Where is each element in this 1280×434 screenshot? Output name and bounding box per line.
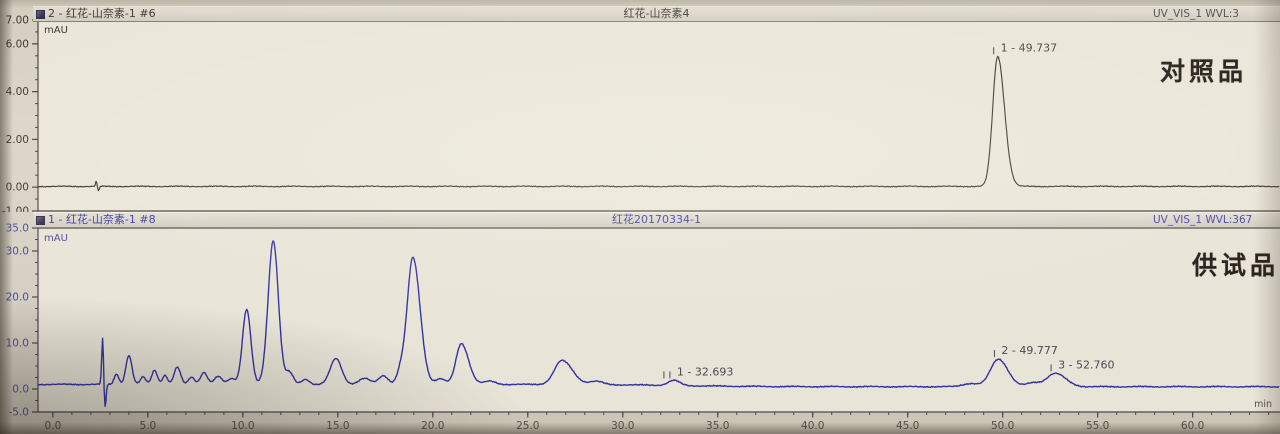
y-axis-tick-label: 30.0 — [6, 246, 29, 258]
y-axis-tick-label: 0.00 — [6, 182, 29, 194]
peak-label: 2 - 49.777 — [1001, 344, 1057, 357]
x-axis-tick-label: 35.0 — [706, 420, 729, 432]
chromatogram-plot-sample[interactable]: 35.0 30.0 20.0 10.0 0.0 -5.0 mAU 0.0 5.0 10.0 15.0… — [0, 212, 1280, 434]
x-axis-tick-label: 30.0 — [611, 420, 634, 432]
x-axis-tick-label: 20.0 — [421, 420, 444, 432]
x-axis-unit-label: min — [1254, 399, 1272, 410]
x-axis-tick-label: 45.0 — [896, 420, 919, 432]
peak-label: 1 - 32.693 — [677, 365, 733, 378]
y-axis-tick-label: 2.00 — [6, 134, 29, 146]
y-axis-unit-label: mAU — [44, 25, 68, 36]
x-axis-tick-label: 10.0 — [231, 420, 254, 432]
detector-label: UV_VIS_1 WVL:3 — [1153, 8, 1239, 20]
y-axis-unit-label: mAU — [44, 233, 68, 244]
y-axis-tick-label: -5.0 — [9, 407, 30, 419]
panel-header-sample[interactable]: 1 - 红花-山奈素-1 #8 红花20170334-1 UV_VIS_1 WV… — [33, 212, 1280, 228]
y-axis-tick-label: 7.00 — [6, 15, 29, 27]
x-axis-tick-label: 5.0 — [140, 420, 157, 432]
plot-area — [38, 20, 1280, 211]
detector-label: UV_VIS_1 WVL:367 — [1153, 214, 1253, 226]
x-axis-tick-label: 40.0 — [801, 420, 824, 432]
plot-area — [38, 228, 1280, 412]
y-axis-tick-label: 0.0 — [12, 384, 29, 396]
panel-title: 红花-山奈素4 — [623, 7, 690, 20]
sample-annotation: 供试品 — [1192, 251, 1280, 280]
reference-annotation: 对照品 — [1160, 57, 1248, 86]
y-axis-tick-label: 4.00 — [6, 86, 29, 98]
x-axis-tick-label: 0.0 — [45, 420, 62, 432]
y-axis-tick-label: 20.0 — [6, 292, 29, 304]
peak-label: 3 - 52.760 — [1058, 358, 1114, 371]
peak-label: 1 - 49.737 — [1001, 41, 1057, 54]
x-axis-tick-label: 25.0 — [516, 420, 539, 432]
x-axis-tick-label: 60.0 — [1181, 420, 1204, 432]
y-axis-tick-label: 6.00 — [6, 38, 29, 50]
x-axis-tick-label: 55.0 — [1086, 420, 1109, 432]
y-axis-tick-label: 10.0 — [6, 338, 29, 350]
x-axis-tick-label: 15.0 — [326, 420, 349, 432]
x-axis-tick-label: 50.0 — [991, 420, 1014, 432]
panel-header-reference[interactable]: 2 - 红花-山奈素-1 #6 红花-山奈素4 UV_VIS_1 WVL:3 — [33, 6, 1280, 22]
y-axis-tick-label: 35.0 — [6, 223, 29, 235]
panel-title: 红花20170334-1 — [612, 213, 701, 226]
